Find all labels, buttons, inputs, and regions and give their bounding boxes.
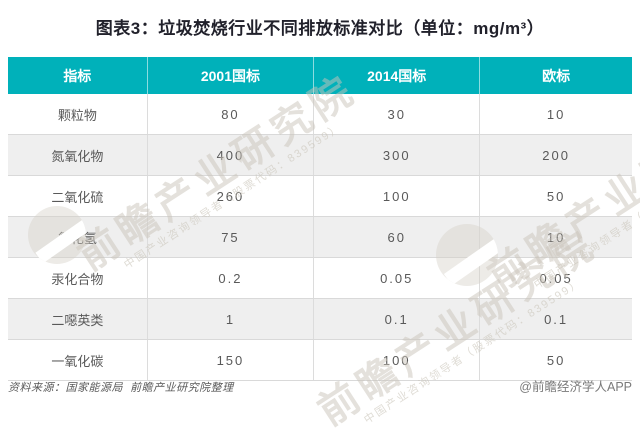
indicator-cell: 颗粒物 <box>8 94 148 135</box>
value-cell: 75 <box>146 216 314 258</box>
value-cell: 0.2 <box>146 257 314 299</box>
indicator-cell: 氮氧化物 <box>8 134 148 176</box>
app-credit: @前瞻经济学人APP <box>519 380 632 394</box>
chart-title: 图表3：垃圾焚烧行业不同排放标准对比（单位：mg/m³） <box>95 19 545 38</box>
value-cell: 300 <box>313 134 480 176</box>
column-header-eu-standard: 欧标 <box>479 57 632 94</box>
indicator-cell: 氯化氢 <box>8 216 148 258</box>
value-cell: 200 <box>479 134 632 176</box>
column-header-2014-standard: 2014国标 <box>313 57 480 94</box>
value-cell: 80 <box>146 94 314 135</box>
indicator-cell: 一氧化碳 <box>8 339 148 381</box>
table-row: 汞化合物 0.2 0.05 0.05 <box>8 257 632 299</box>
value-cell: 400 <box>146 134 314 176</box>
value-cell: 1 <box>146 298 314 340</box>
value-cell: 10 <box>479 94 632 135</box>
table-row: 颗粒物 80 30 10 <box>8 94 632 135</box>
value-cell: 10 <box>479 216 632 258</box>
emission-standards-table: 指标 2001国标 2014国标 欧标 颗粒物 80 30 10 氮氧化物 40… <box>8 57 632 381</box>
table-row: 二氧化硫 260 100 50 <box>8 175 632 217</box>
standards-table-container: 指标 2001国标 2014国标 欧标 颗粒物 80 30 10 氮氧化物 40… <box>8 57 632 381</box>
value-cell: 0.1 <box>313 298 480 340</box>
value-cell: 50 <box>479 175 632 217</box>
value-cell: 0.05 <box>313 257 480 299</box>
table-row: 一氧化碳 150 100 50 <box>8 339 632 381</box>
value-cell: 260 <box>146 175 314 217</box>
footer: 资料来源：国家能源局 前瞻产业研究院整理 @前瞻经济学人APP <box>8 376 632 395</box>
indicator-cell: 汞化合物 <box>8 257 148 299</box>
header-row: 指标 2001国标 2014国标 欧标 <box>8 57 632 94</box>
value-cell: 30 <box>313 94 480 135</box>
indicator-cell: 二噁英类 <box>8 298 148 340</box>
column-header-indicator: 指标 <box>8 57 148 94</box>
value-cell: 150 <box>146 339 314 381</box>
table-row: 氮氧化物 400 300 200 <box>8 134 632 176</box>
value-cell: 100 <box>313 175 480 217</box>
value-cell: 0.05 <box>479 257 632 299</box>
value-cell: 50 <box>479 339 632 381</box>
table-row: 二噁英类 1 0.1 0.1 <box>8 298 632 340</box>
value-cell: 0.1 <box>479 298 632 340</box>
value-cell: 100 <box>313 339 480 381</box>
data-source-note: 资料来源：国家能源局 前瞻产业研究院整理 <box>8 382 234 394</box>
indicator-cell: 二氧化硫 <box>8 175 148 217</box>
table-row: 氯化氢 75 60 10 <box>8 216 632 258</box>
value-cell: 60 <box>313 216 480 258</box>
column-header-2001-standard: 2001国标 <box>146 57 314 94</box>
